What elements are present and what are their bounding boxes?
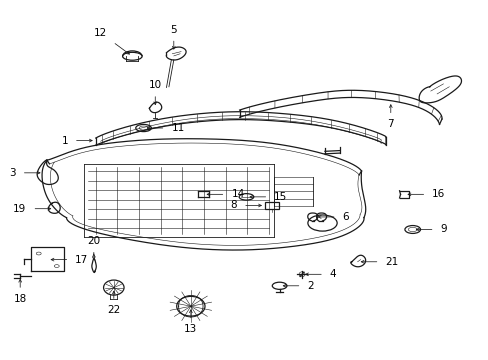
Text: 9: 9 (440, 225, 446, 234)
Text: 20: 20 (87, 236, 100, 246)
Text: 8: 8 (230, 201, 237, 211)
Text: 18: 18 (14, 294, 27, 304)
Text: 22: 22 (107, 305, 120, 315)
Text: 11: 11 (171, 123, 184, 133)
Text: 4: 4 (329, 269, 336, 279)
Text: 2: 2 (307, 281, 313, 291)
Text: 16: 16 (431, 189, 445, 199)
Text: 7: 7 (386, 119, 393, 129)
Text: 12: 12 (94, 28, 107, 39)
Bar (264, 202, 278, 210)
Text: 6: 6 (342, 212, 348, 222)
Text: 10: 10 (148, 80, 162, 90)
Text: 17: 17 (75, 255, 88, 265)
Text: 13: 13 (184, 324, 197, 334)
Text: 14: 14 (231, 189, 244, 199)
Text: 3: 3 (9, 168, 16, 178)
Text: 19: 19 (13, 204, 26, 214)
Text: 21: 21 (385, 257, 398, 267)
Text: 1: 1 (61, 136, 68, 145)
Text: 5: 5 (170, 25, 177, 35)
Text: 15: 15 (274, 192, 287, 202)
